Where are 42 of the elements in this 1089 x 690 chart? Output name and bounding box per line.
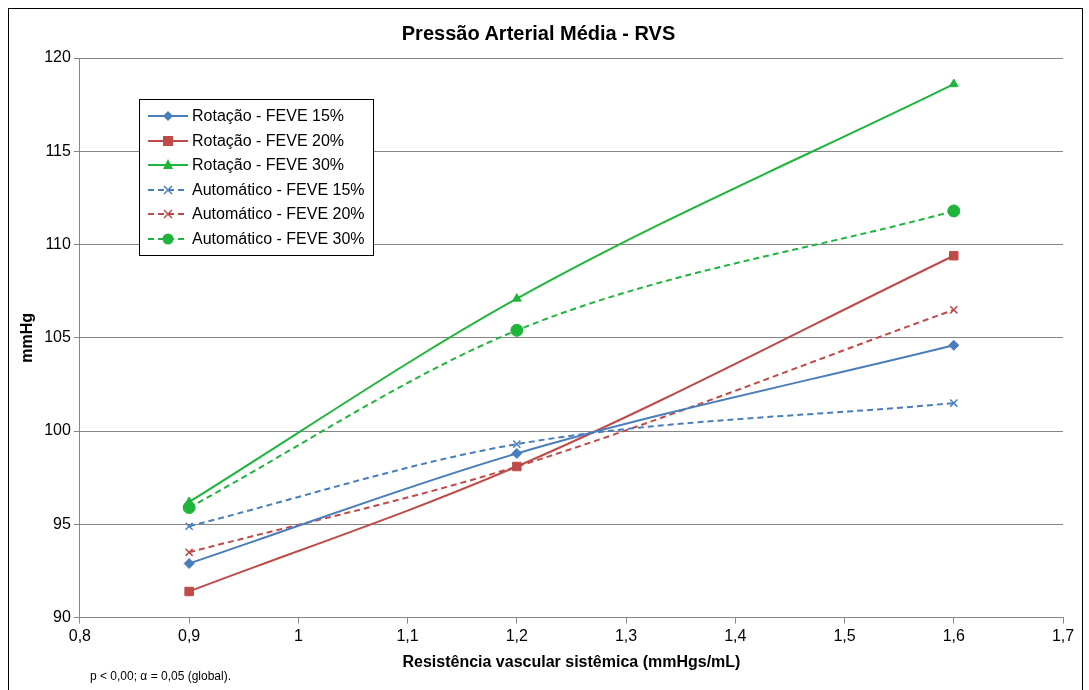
x-tick-label: 1,4 xyxy=(724,626,747,644)
x-tick-label: 1,3 xyxy=(614,626,638,644)
y-tick-label: 95 xyxy=(53,514,71,532)
y-tick-label: 105 xyxy=(44,328,71,346)
point xyxy=(184,496,194,505)
point xyxy=(510,323,524,337)
x-tick-label: 1,2 xyxy=(505,626,529,644)
text: p < 0,00; α = 0,05 (global). xyxy=(90,669,232,683)
legend-label: Rotação - FEVE 15% xyxy=(192,107,345,126)
x-tick-label: 1 xyxy=(293,626,303,644)
y-tick-label: 120 xyxy=(44,48,71,66)
point xyxy=(511,447,523,459)
point xyxy=(512,439,522,449)
point xyxy=(512,293,522,302)
y-tick-label: 100 xyxy=(44,421,71,439)
y-tick-label: 110 xyxy=(45,234,71,252)
x-tick-label: 1,6 xyxy=(942,626,965,644)
x-tick-label: 1,5 xyxy=(833,626,856,644)
point xyxy=(948,78,959,88)
point xyxy=(948,339,960,351)
legend-label: Rotação - FEVE 20% xyxy=(192,131,345,150)
legend-label: Automático - FEVE 30% xyxy=(192,229,365,248)
legend-label: Rotação - FEVE 30% xyxy=(192,156,345,175)
y-tick-label: 90 xyxy=(53,608,71,626)
x-tick-label: 0,9 xyxy=(178,626,201,644)
legend-label: Automático - FEVE 15% xyxy=(192,180,365,199)
point xyxy=(184,521,194,531)
y-axis-title: mmHg xyxy=(18,312,36,363)
point xyxy=(183,558,195,570)
x-tick-label: 1,1 xyxy=(396,626,419,644)
x-tick-label: 0,8 xyxy=(68,626,92,644)
y-tick-label: 115 xyxy=(45,141,71,159)
point xyxy=(949,250,959,261)
x-tick-label: 1,7 xyxy=(1051,626,1075,644)
point xyxy=(947,204,961,218)
x-axis-title: Resistência vascular sistêmica (mmHgs/mL) xyxy=(402,652,741,670)
point xyxy=(949,398,959,408)
point xyxy=(184,548,194,557)
legend-label: Automático - FEVE 20% xyxy=(192,205,365,224)
point xyxy=(949,305,959,315)
point xyxy=(184,586,194,597)
chart-title: Pressão Arterial Média - RVS xyxy=(401,21,676,44)
